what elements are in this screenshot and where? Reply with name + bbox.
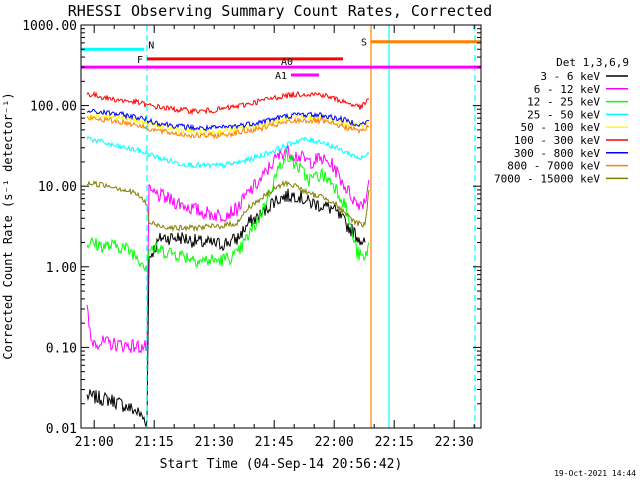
x-tick-label: 22:15 <box>375 435 414 450</box>
legend-label: 800 - 7000 keV <box>507 160 600 173</box>
x-tick-label: 21:45 <box>255 435 294 450</box>
flag-label-a0: A0 <box>281 57 293 68</box>
legend-label: 50 - 100 keV <box>521 121 601 134</box>
flag-label-s: S <box>361 38 367 49</box>
y-tick-label: 10.00 <box>38 180 77 195</box>
legend-label: 100 - 300 keV <box>514 134 600 147</box>
y-axis: 0.01 0.10 1.00 10.00 100.00 1000.00 <box>22 19 481 437</box>
y-tick-label: 100.00 <box>30 100 77 115</box>
series-line-9 <box>86 179 370 233</box>
y-tick-label: 0.01 <box>46 422 77 437</box>
x-tick-label: 22:30 <box>435 435 474 450</box>
flag-label-n: N <box>148 40 154 51</box>
series-line-3 <box>86 147 370 273</box>
y-tick-label: 1.00 <box>46 261 77 276</box>
x-tick-label: 21:30 <box>195 435 234 450</box>
x-axis-label: Start Time (04-Sep-14 20:56:42) <box>160 457 403 472</box>
x-tick-label: 22:00 <box>315 435 354 450</box>
legend-label: 300 - 800 keV <box>514 147 600 160</box>
x-tick-label: 21:15 <box>135 435 174 450</box>
flag-label-a1: A1 <box>275 71 287 82</box>
series-line-8 <box>86 114 370 140</box>
legend-label: 7000 - 15000 keV <box>494 172 600 185</box>
series-line-4 <box>86 135 370 170</box>
x-axis: 21:00 21:15 21:30 21:45 22:00 22:15 22:30 <box>75 25 475 450</box>
y-tick-label: 1000.00 <box>22 19 77 34</box>
legend-title: Det 1,3,6,9 <box>556 56 629 69</box>
plot-frame <box>80 24 482 429</box>
chart-title: RHESSI Observing Summary Count Rates, Co… <box>68 2 492 20</box>
legend-label: 3 - 6 keV <box>540 70 600 83</box>
footer-timestamp: 19-Oct-2021 14:44 <box>554 469 636 478</box>
legend-label: 25 - 50 keV <box>527 108 600 121</box>
annotation-layer: NF A0 A1 S <box>81 25 481 428</box>
series-line-2 <box>86 144 370 354</box>
flag-label-f: F <box>137 55 143 66</box>
series-line-6 <box>86 90 370 116</box>
legend-label: 12 - 25 keV <box>527 96 600 109</box>
series-line-1 <box>86 188 366 427</box>
series-line-7 <box>86 108 370 132</box>
series-layer <box>86 90 370 427</box>
y-axis-label: Corrected Count Rate (s⁻¹ detector⁻¹) <box>1 92 15 359</box>
y-tick-label: 0.10 <box>46 341 77 356</box>
x-tick-label: 21:00 <box>75 435 114 450</box>
legend-label: 6 - 12 keV <box>534 83 601 96</box>
